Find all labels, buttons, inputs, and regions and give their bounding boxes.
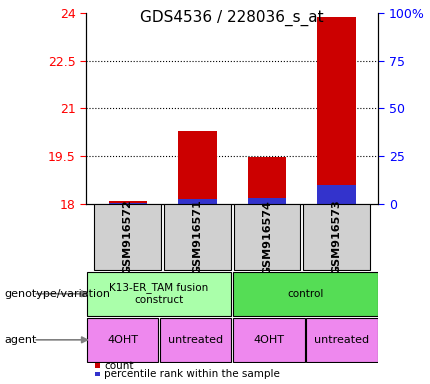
Text: GSM916571: GSM916571 xyxy=(192,200,203,275)
Text: untreated: untreated xyxy=(168,335,223,345)
FancyBboxPatch shape xyxy=(160,318,231,362)
FancyBboxPatch shape xyxy=(306,318,378,362)
Text: GSM916572: GSM916572 xyxy=(123,200,133,275)
Bar xyxy=(248,157,286,204)
Text: percentile rank within the sample: percentile rank within the sample xyxy=(104,369,280,379)
Text: 4OHT: 4OHT xyxy=(107,335,138,345)
FancyBboxPatch shape xyxy=(87,271,231,316)
Bar xyxy=(248,198,286,204)
Bar xyxy=(109,201,147,204)
Bar xyxy=(178,199,217,204)
FancyBboxPatch shape xyxy=(164,204,231,270)
FancyBboxPatch shape xyxy=(94,204,161,270)
Text: GSM916573: GSM916573 xyxy=(332,200,341,275)
Bar xyxy=(178,131,217,204)
Text: untreated: untreated xyxy=(314,335,369,345)
FancyBboxPatch shape xyxy=(87,318,158,362)
Bar xyxy=(317,184,356,204)
Text: count: count xyxy=(104,361,134,371)
FancyBboxPatch shape xyxy=(233,204,301,270)
Text: GDS4536 / 228036_s_at: GDS4536 / 228036_s_at xyxy=(140,10,324,26)
Text: control: control xyxy=(287,289,323,299)
Bar xyxy=(109,203,147,204)
FancyBboxPatch shape xyxy=(233,318,304,362)
FancyBboxPatch shape xyxy=(303,204,370,270)
Text: 4OHT: 4OHT xyxy=(253,335,284,345)
FancyBboxPatch shape xyxy=(233,271,378,316)
Text: K13-ER_TAM fusion
construct: K13-ER_TAM fusion construct xyxy=(110,283,209,305)
Text: genotype/variation: genotype/variation xyxy=(4,289,111,299)
Text: agent: agent xyxy=(4,335,37,345)
Text: GSM916574: GSM916574 xyxy=(262,200,272,275)
Bar xyxy=(317,17,356,204)
